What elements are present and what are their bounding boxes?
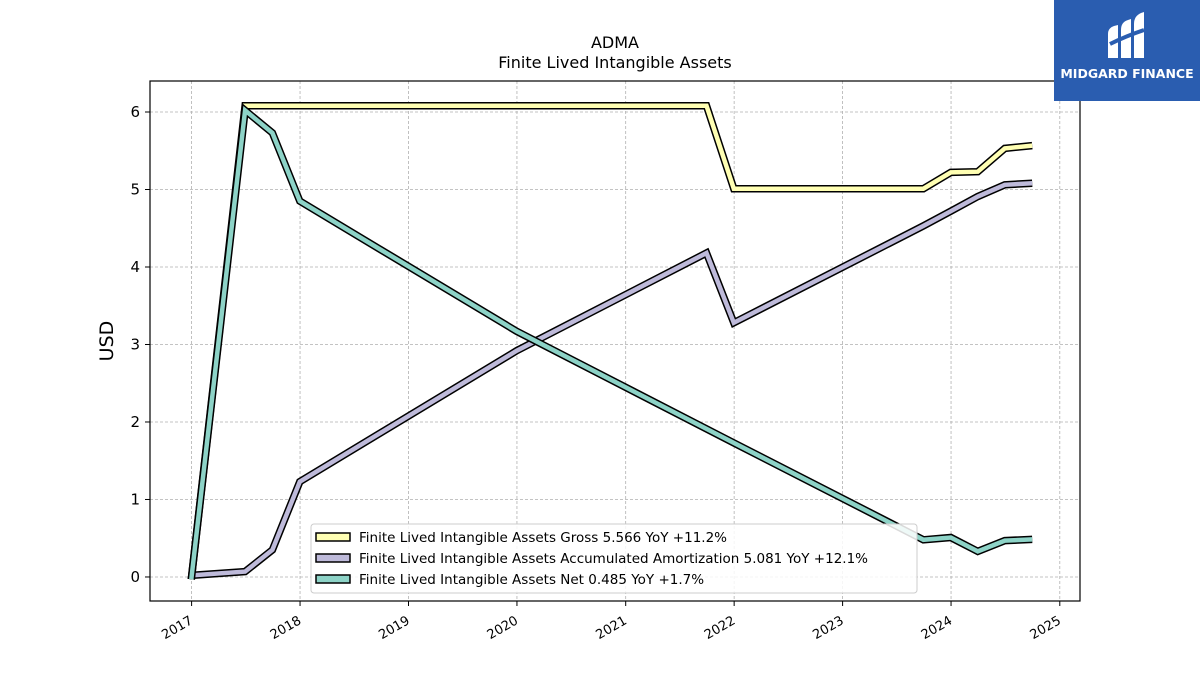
legend-entry: Finite Lived Intangible Assets Accumulat… [359, 551, 868, 567]
legend-swatch [315, 532, 351, 542]
grid [150, 81, 1080, 601]
legend-entry: Finite Lived Intangible Assets Net 0.485… [359, 572, 704, 588]
x-tick-label: 2024 [919, 613, 955, 643]
x-axis: 2017 2018 2019 2020 2021 2022 2023 2024 2025 [159, 601, 1064, 643]
x-tick-label: 2021 [594, 613, 630, 643]
legend-entry: Finite Lived Intangible Assets Gross 5.5… [359, 530, 727, 546]
legend-swatch [315, 574, 351, 584]
x-tick-label: 2025 [1028, 613, 1064, 643]
series-line-outline [187, 102, 1033, 580]
brand-name: MIDGARD FINANCE [1060, 66, 1194, 81]
y-tick-label: 6 [130, 103, 140, 121]
x-tick-label: 2020 [485, 613, 521, 643]
legend-box [310, 523, 918, 594]
x-tick-label: 2018 [268, 613, 304, 643]
y-axis-label: USD [96, 321, 118, 362]
series-line [189, 103, 1033, 580]
y-tick-label: 2 [130, 413, 140, 431]
series-line [191, 180, 1033, 578]
x-tick-label: 2017 [159, 613, 195, 643]
legend-swatch [315, 553, 351, 563]
series-line [189, 106, 1033, 580]
series-lines [187, 102, 1033, 580]
brand-mark-icon [1108, 12, 1145, 58]
y-tick-label: 4 [130, 258, 140, 276]
plot-frame [149, 80, 1081, 602]
y-axis: 0 1 2 3 4 5 6 [130, 103, 150, 586]
y-tick-label: 0 [130, 568, 140, 586]
brand-logo: MIDGARD FINANCE [1054, 0, 1200, 101]
y-tick-label: 1 [130, 490, 140, 508]
y-tick-label: 3 [130, 335, 140, 353]
legend: Finite Lived Intangible Assets Gross 5.5… [310, 523, 918, 594]
chart-title: ADMA [591, 33, 639, 52]
y-tick-label: 5 [130, 180, 140, 198]
chart-subtitle: Finite Lived Intangible Assets [498, 53, 731, 72]
x-tick-label: 2022 [702, 613, 738, 643]
x-tick-label: 2023 [810, 613, 846, 643]
x-tick-label: 2019 [376, 613, 412, 643]
